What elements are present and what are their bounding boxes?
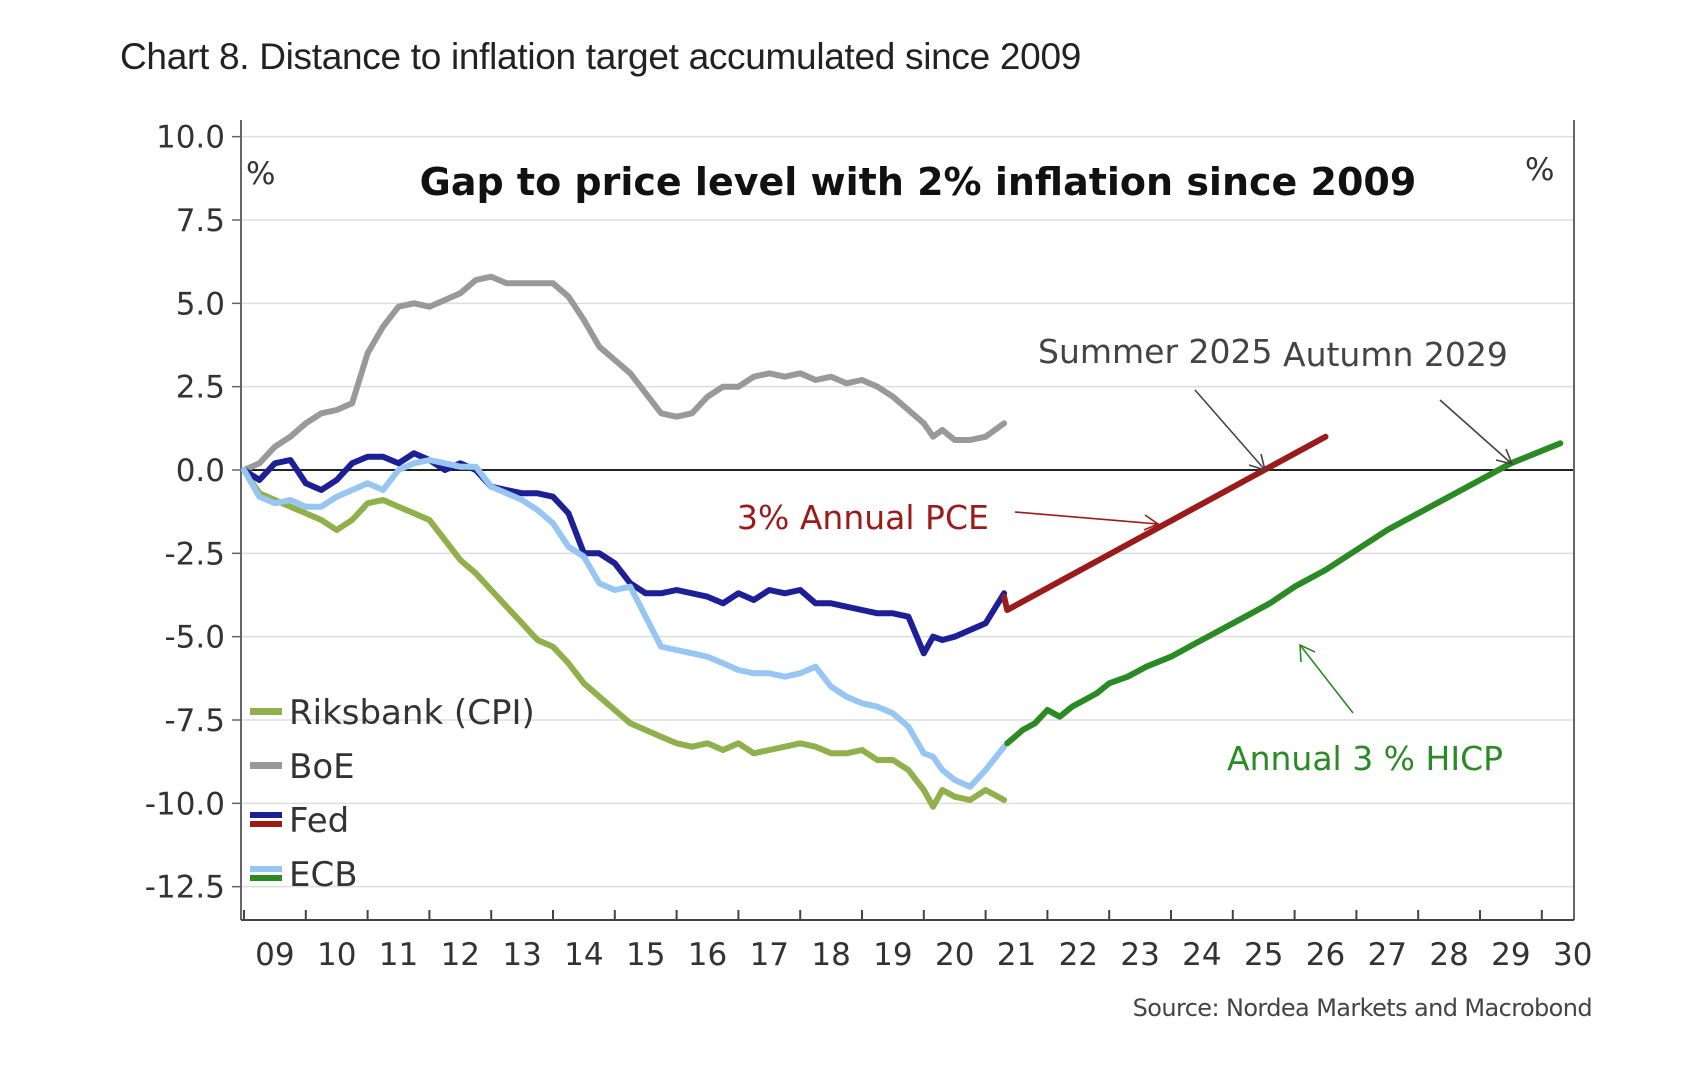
y-tick-label: -5.0 [165, 620, 226, 656]
source-note: Source: Nordea Markets and Macrobond [1133, 994, 1592, 1022]
grid-layer [241, 135, 1574, 888]
x-tick-label: 09 [255, 937, 294, 973]
legend-swatch [250, 812, 282, 818]
series-line-fed-projection [1001, 433, 1329, 613]
y-tick-label: -7.5 [165, 703, 226, 739]
x-tick-label: 20 [935, 937, 974, 973]
y-tick-label: 2.5 [176, 370, 225, 406]
legend-label: BoE [289, 747, 355, 787]
x-tick-label: 13 [502, 937, 541, 973]
y-tick-label: 10.0 [156, 120, 225, 156]
x-tick-label: 29 [1491, 937, 1530, 973]
x-tick-label: 19 [873, 937, 912, 973]
series-line-ecb-projection [1004, 440, 1564, 747]
x-tick-label: 22 [1059, 937, 1098, 973]
annotation-layer: Summer 2025 Autumn 2029 3% Annual PCE An… [737, 332, 1514, 778]
legend-label: Fed [289, 801, 349, 841]
x-tick-label: 11 [379, 937, 418, 973]
arrow-annual-pce [1014, 511, 1160, 531]
annotation-annual-hicp: Annual 3 % HICP [1227, 739, 1503, 778]
legend-swatch-projection [250, 875, 282, 881]
page-title: Chart 8. Distance to inflation target ac… [120, 36, 1082, 77]
axis-layer: 10.0 7.5 5.0 2.5 0.0 -2.5 -5.0 -7.5 -10.0 -12.5 09… [145, 120, 1593, 973]
y-unit-left: % [246, 156, 275, 192]
y-tick-label: 0.0 [176, 453, 225, 489]
x-tick-label: 18 [811, 937, 850, 973]
x-tick-label: 17 [750, 937, 789, 973]
x-tick-label: 23 [1120, 937, 1159, 973]
chart-title: Gap to price level with 2% inflation sin… [420, 160, 1417, 204]
legend: Riksbank (CPI) BoE Fed ECB [250, 693, 535, 895]
y-unit-right: % [1525, 152, 1554, 188]
y-tick-label: -12.5 [145, 870, 225, 906]
annotation-autumn-2029: Autumn 2029 [1283, 335, 1508, 374]
x-tick-label: 30 [1553, 937, 1592, 973]
y-tick-label: -10.0 [145, 786, 225, 822]
y-tick-label: 7.5 [176, 203, 225, 239]
y-tick-label: 5.0 [176, 286, 225, 322]
legend-swatch [250, 762, 282, 769]
x-tick-label: 16 [688, 937, 727, 973]
legend-label: ECB [289, 855, 358, 895]
series-line-boe [241, 273, 1008, 473]
legend-swatch [250, 708, 282, 715]
legend-label: Riksbank (CPI) [289, 693, 535, 733]
x-tick-label: 10 [317, 937, 356, 973]
series-line-fed [241, 450, 1008, 657]
series-line-riksbank [241, 467, 1008, 810]
x-tick-label: 26 [1306, 937, 1345, 973]
x-tick-label: 21 [997, 937, 1036, 973]
annotation-annual-pce: 3% Annual PCE [737, 498, 989, 537]
x-tick-label: 14 [564, 937, 603, 973]
x-tick-label: 15 [626, 937, 665, 973]
x-tick-label: 28 [1429, 937, 1468, 973]
arrow-autumn-2029 [1439, 399, 1514, 466]
series-layer [241, 273, 1564, 810]
arrow-annual-hicp [1299, 643, 1354, 714]
series-line-ecb [241, 457, 1008, 790]
y-tick-label: -2.5 [165, 536, 226, 572]
x-tick-label: 25 [1244, 937, 1283, 973]
legend-swatch-projection [250, 821, 282, 827]
annotation-summer-2025: Summer 2025 [1038, 332, 1273, 371]
x-tick-label: 27 [1368, 937, 1407, 973]
arrow-summer-2025 [1194, 389, 1267, 472]
x-tick-label: 12 [441, 937, 480, 973]
x-tick-label: 24 [1182, 937, 1221, 973]
legend-swatch [250, 866, 282, 872]
